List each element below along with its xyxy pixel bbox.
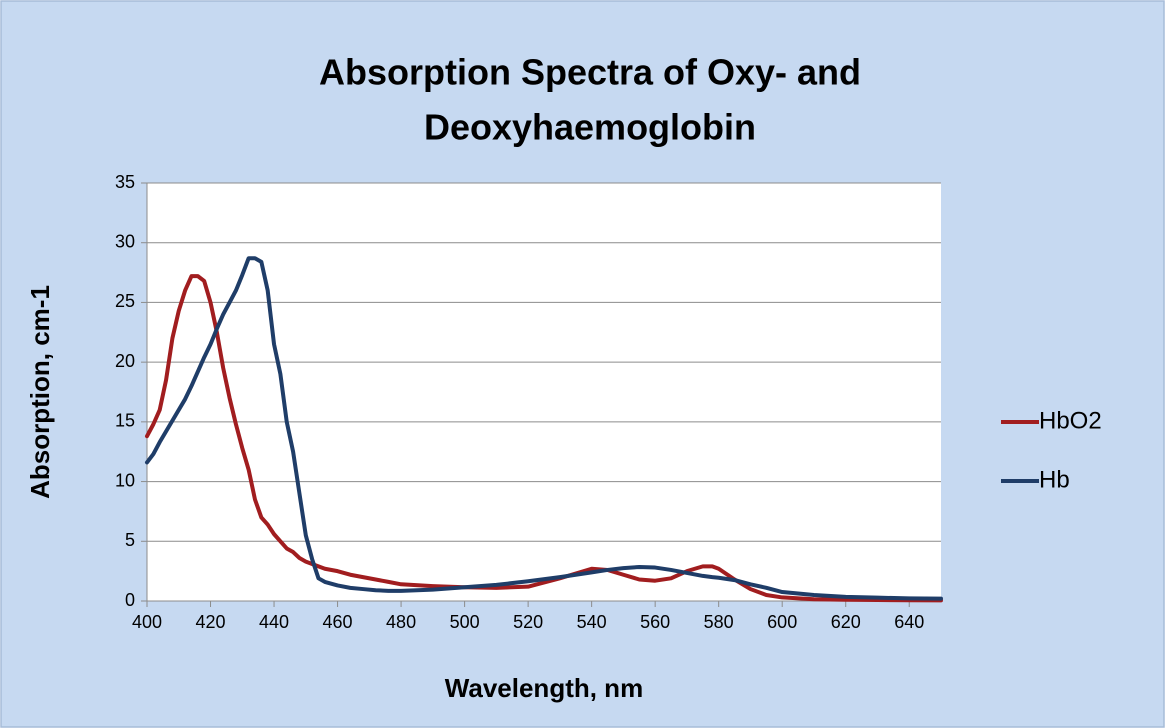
legend-label: Hb [1039,466,1070,493]
x-tick-label: 580 [704,612,734,632]
y-tick-label: 0 [125,590,135,610]
x-tick-label: 420 [195,612,225,632]
x-tick-label: 560 [640,612,670,632]
x-tick-label: 440 [259,612,289,632]
x-tick-label: 460 [323,612,353,632]
series-line [145,256,943,601]
chart-title: Deoxyhaemoglobin [424,107,756,148]
y-tick-label: 15 [115,411,135,431]
x-tick-label: 500 [450,612,480,632]
y-tick-label: 20 [115,351,135,371]
x-tick-label: 640 [894,612,924,632]
x-tick-label: 620 [831,612,861,632]
y-tick-label: 30 [115,231,135,251]
y-axis-title: Absorption, cm-1 [25,285,55,499]
y-tick-label: 35 [115,172,135,192]
x-tick-label: 600 [767,612,797,632]
x-tick-label: 400 [132,612,162,632]
plot-area [147,183,941,601]
y-tick-label: 25 [115,291,135,311]
legend: HbO2 Hb [1001,407,1102,493]
chart-title: Absorption Spectra of Oxy- and [319,52,861,93]
x-tick-label: 520 [513,612,543,632]
x-axis-title: Wavelength, nm [445,673,643,703]
series-line [145,274,943,603]
legend-label: HbO2 [1039,407,1102,434]
y-tick-label: 10 [115,470,135,490]
y-tick-label: 5 [125,530,135,550]
x-tick-label: 480 [386,612,416,632]
x-tick-label: 540 [577,612,607,632]
grid: 0 5 10 15 20 25 30 35 400 420 440 460 480 500 520 540 56… [115,172,941,632]
series-lines [145,256,943,603]
